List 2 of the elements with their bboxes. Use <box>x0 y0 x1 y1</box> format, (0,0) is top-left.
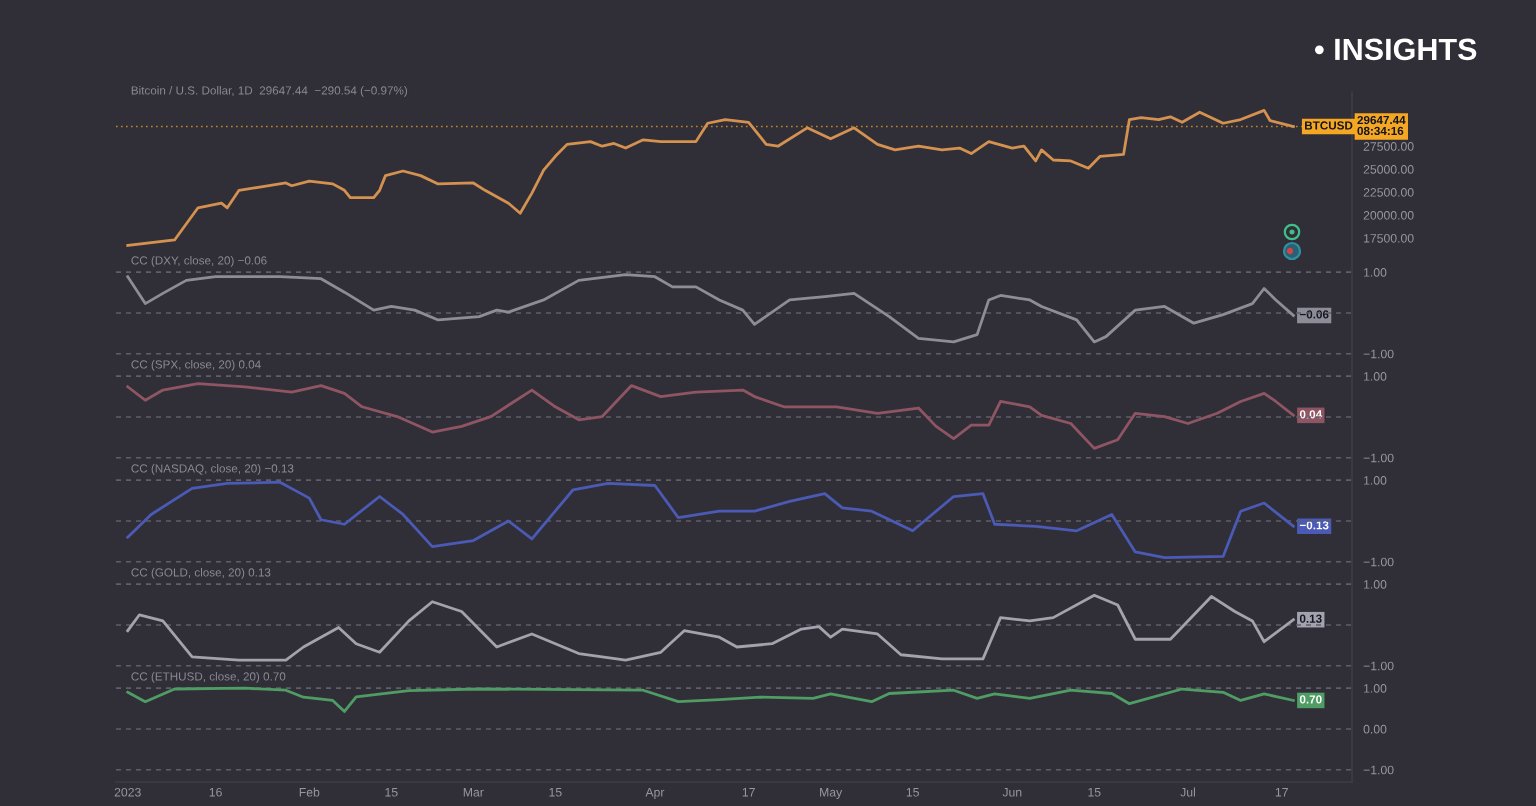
line-series <box>126 108 1295 247</box>
text: • INSIGHTS <box>1314 38 1477 61</box>
